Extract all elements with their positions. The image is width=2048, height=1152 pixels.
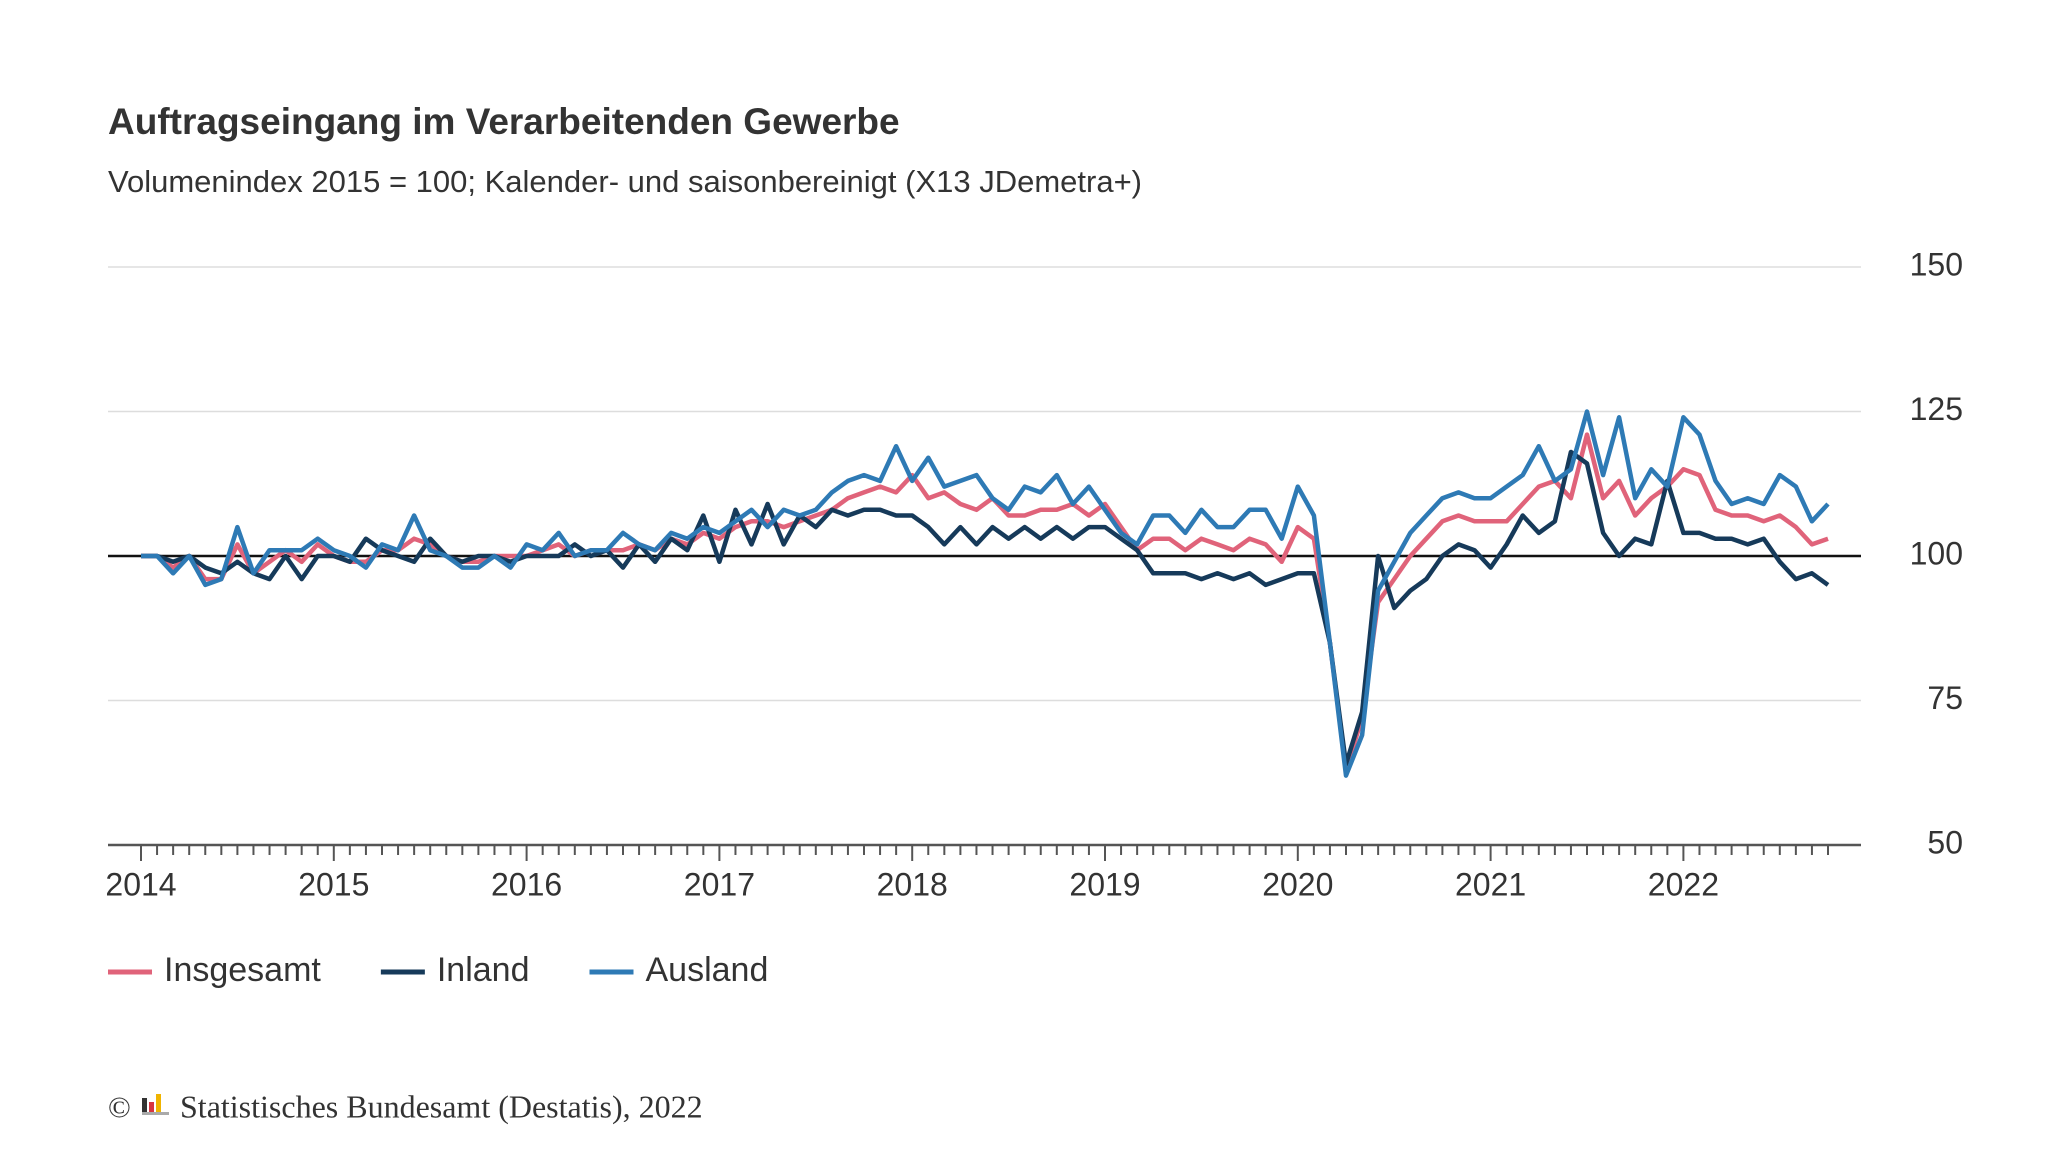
x-tick-label: 2015 — [298, 866, 369, 902]
x-tick-label: 2014 — [105, 866, 176, 902]
x-tick-label: 2019 — [1069, 866, 1140, 902]
x-tick-label: 2016 — [491, 866, 562, 902]
series-line — [141, 409, 1830, 778]
y-tick-label: 50 — [1927, 824, 1963, 860]
x-tick-label: 2022 — [1648, 866, 1719, 902]
source-logo — [142, 1094, 169, 1115]
x-tick-label: 2018 — [877, 866, 948, 902]
legend-label: Inland — [437, 951, 530, 989]
y-tick-label: 150 — [1910, 246, 1963, 282]
series-line — [141, 449, 1830, 767]
chart-title: Auftragseingang im Verarbeitenden Gewerb… — [108, 101, 900, 142]
legend-label: Ausland — [646, 951, 769, 989]
y-tick-label: 125 — [1910, 391, 1963, 427]
series-line — [141, 432, 1829, 773]
y-tick-label: 100 — [1910, 535, 1963, 571]
y-tick-label: 75 — [1927, 680, 1963, 716]
chart-subtitle: Volumenindex 2015 = 100; Kalender- und s… — [108, 164, 1142, 199]
x-tick-label: 2021 — [1455, 866, 1526, 902]
x-tick-label: 2017 — [684, 866, 755, 902]
copyright: © — [108, 1091, 131, 1124]
source: Statistisches Bundesamt (Destatis), 2022 — [180, 1088, 703, 1124]
legend-label: Insgesamt — [164, 951, 321, 989]
x-tick-label: 2020 — [1262, 866, 1333, 902]
